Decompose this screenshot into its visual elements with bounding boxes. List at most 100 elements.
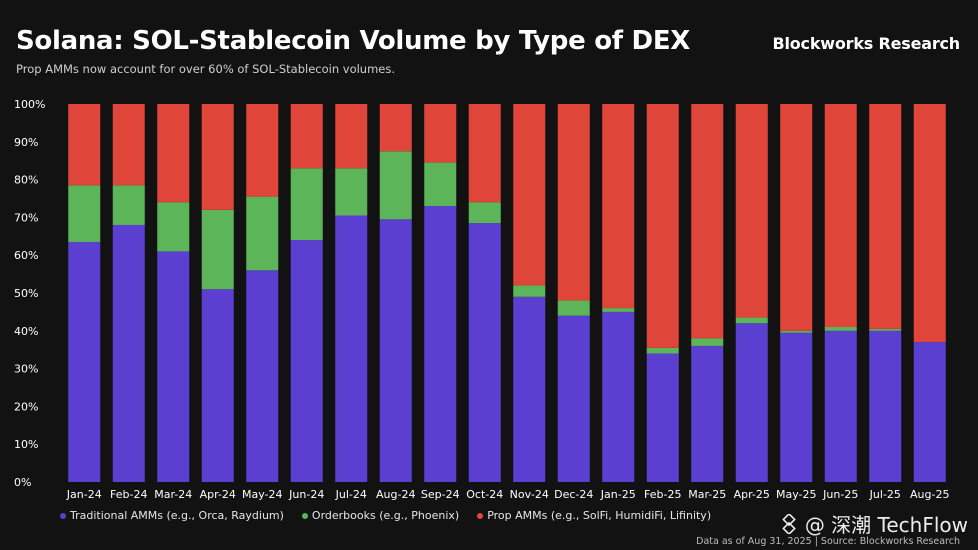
bar-segment-prop: [157, 104, 190, 203]
x-tick-label: Feb-24: [110, 488, 147, 501]
bar-segment-orderbooks: [157, 202, 190, 252]
bar-segment-traditional: [468, 223, 501, 482]
techflow-logo-icon: [782, 513, 796, 534]
bar-segment-traditional: [602, 311, 635, 482]
bar-segment-prop: [691, 104, 724, 339]
x-tick-label: Nov-24: [510, 488, 549, 501]
x-axis: Jan-24 Feb-24 Mar-24 Apr-24 May-24 Jun-24 Jul-…: [66, 488, 950, 501]
y-tick-label: 60%: [14, 249, 38, 262]
y-tick-label: 40%: [14, 325, 38, 338]
chart-subtitle: Prop AMMs now account for over 60% of SO…: [16, 62, 396, 76]
legend: Traditional AMMs (e.g., Orca, Raydium) O…: [60, 509, 711, 522]
bar-segment-prop: [246, 104, 279, 197]
x-tick-label: Feb-25: [644, 488, 681, 501]
watermark-text: @ 深潮 TechFlow: [804, 513, 968, 537]
bar-segment-prop: [424, 104, 457, 163]
y-tick-label: 30%: [14, 363, 38, 376]
legend-item-prop: Prop AMMs (e.g., SolFi, HumidiFi, Lifini…: [477, 509, 711, 522]
bar-segment-traditional: [68, 241, 101, 482]
bar-segment-traditional: [691, 345, 724, 482]
bar-segment-prop: [824, 104, 857, 328]
x-tick-label: Jun-25: [822, 488, 858, 501]
bar-segment-prop: [290, 104, 323, 169]
chart-title: Solana: SOL-Stablecoin Volume by Type of…: [16, 26, 691, 56]
y-tick-label: 50%: [14, 287, 38, 300]
y-tick-label: 10%: [14, 438, 38, 451]
y-tick-label: 100%: [14, 98, 45, 111]
bar-segment-orderbooks: [735, 317, 768, 324]
bar-segment-orderbooks: [112, 185, 145, 225]
bar-segment-orderbooks: [780, 330, 813, 333]
bar-segment-traditional: [913, 342, 946, 482]
y-axis: 0% 10% 20% 30% 40% 50% 60% 70% 80% 90% 100%: [14, 98, 45, 489]
bar-segment-prop: [557, 104, 590, 301]
x-tick-label: Jun-24: [288, 488, 324, 501]
bar-segment-prop: [335, 104, 368, 169]
legend-item-orderbooks: Orderbooks (e.g., Phoenix): [301, 509, 460, 522]
bar-segment-orderbooks: [246, 196, 279, 271]
watermark: @ 深潮 TechFlow: [779, 509, 968, 538]
bar-segment-prop: [869, 104, 902, 329]
x-tick-label: Jul-25: [869, 488, 901, 501]
x-tick-label: Jul-24: [335, 488, 367, 501]
bar-segment-traditional: [869, 330, 902, 482]
y-tick-label: 20%: [14, 400, 38, 413]
legend-label-orderbooks: Orderbooks (e.g., Phoenix): [311, 509, 460, 522]
bar-segment-orderbooks: [602, 308, 635, 312]
bar-segment-traditional: [646, 353, 679, 482]
bar-segment-traditional: [379, 219, 412, 483]
x-tick-label: Oct-24: [466, 488, 503, 501]
legend-swatch-traditional: [60, 512, 66, 519]
bar-segment-orderbooks: [557, 300, 590, 316]
legend-swatch-orderbooks: [301, 512, 308, 519]
bar-segment-traditional: [290, 240, 323, 482]
x-tick-label: Mar-25: [688, 488, 726, 501]
x-tick-label: Apr-25: [734, 488, 770, 501]
bar-segment-orderbooks: [824, 327, 857, 331]
y-tick-label: 70%: [14, 211, 38, 224]
x-tick-label: May-25: [776, 488, 817, 501]
bar-segment-traditional: [201, 289, 234, 482]
bar-segment-traditional: [157, 251, 190, 482]
bar-segment-traditional: [557, 315, 590, 482]
bar-segment-orderbooks: [468, 202, 501, 224]
legend-label-prop: Prop AMMs (e.g., SolFi, HumidiFi, Lifini…: [487, 509, 712, 522]
bar-segment-prop: [913, 104, 946, 343]
x-tick-label: Jan-24: [66, 488, 102, 501]
legend-label-traditional: Traditional AMMs (e.g., Orca, Raydium): [70, 509, 284, 522]
x-tick-label: Sep-24: [421, 488, 460, 501]
legend-swatch-prop: [477, 512, 484, 519]
bar-segment-prop: [513, 104, 546, 286]
bar-segment-prop: [468, 104, 501, 203]
bar-segment-prop: [201, 104, 234, 210]
bar-segment-prop: [602, 104, 635, 309]
y-tick-label: 80%: [14, 174, 38, 187]
footer-note: Data as of Aug 31, 2025 | Source: Blockw…: [696, 536, 960, 547]
bar-segment-prop: [735, 104, 768, 318]
bar-segment-orderbooks: [691, 338, 724, 346]
bar-segment-traditional: [246, 270, 279, 482]
bar-segment-prop: [780, 104, 813, 331]
stacked-bar-chart: 0% 10% 20% 30% 40% 50% 60% 70% 80% 90% 100% Jan-24…: [14, 98, 950, 501]
x-tick-label: Aug-24: [376, 488, 415, 501]
x-tick-label: Aug-25: [910, 488, 949, 501]
bar-segment-orderbooks: [290, 168, 323, 241]
bar-segment-traditional: [424, 206, 457, 482]
legend-item-traditional: Traditional AMMs (e.g., Orca, Raydium): [60, 509, 284, 522]
bar-segment-prop: [646, 104, 679, 348]
y-tick-label: 90%: [14, 136, 38, 149]
bar-segment-traditional: [513, 296, 546, 482]
bar-segment-traditional: [824, 330, 857, 482]
bar-segment-prop: [379, 104, 412, 152]
bar-segment-orderbooks: [424, 162, 457, 207]
bars: [68, 104, 946, 483]
bar-segment-traditional: [735, 323, 768, 482]
bar-segment-orderbooks: [513, 285, 546, 297]
x-tick-label: Mar-24: [154, 488, 192, 501]
bar-segment-prop: [68, 104, 101, 186]
bar-segment-orderbooks: [201, 209, 234, 290]
x-tick-label: Jan-25: [600, 488, 636, 501]
bar-segment-traditional: [780, 332, 813, 482]
x-tick-label: Dec-24: [554, 488, 593, 501]
bar-segment-orderbooks: [335, 168, 368, 216]
